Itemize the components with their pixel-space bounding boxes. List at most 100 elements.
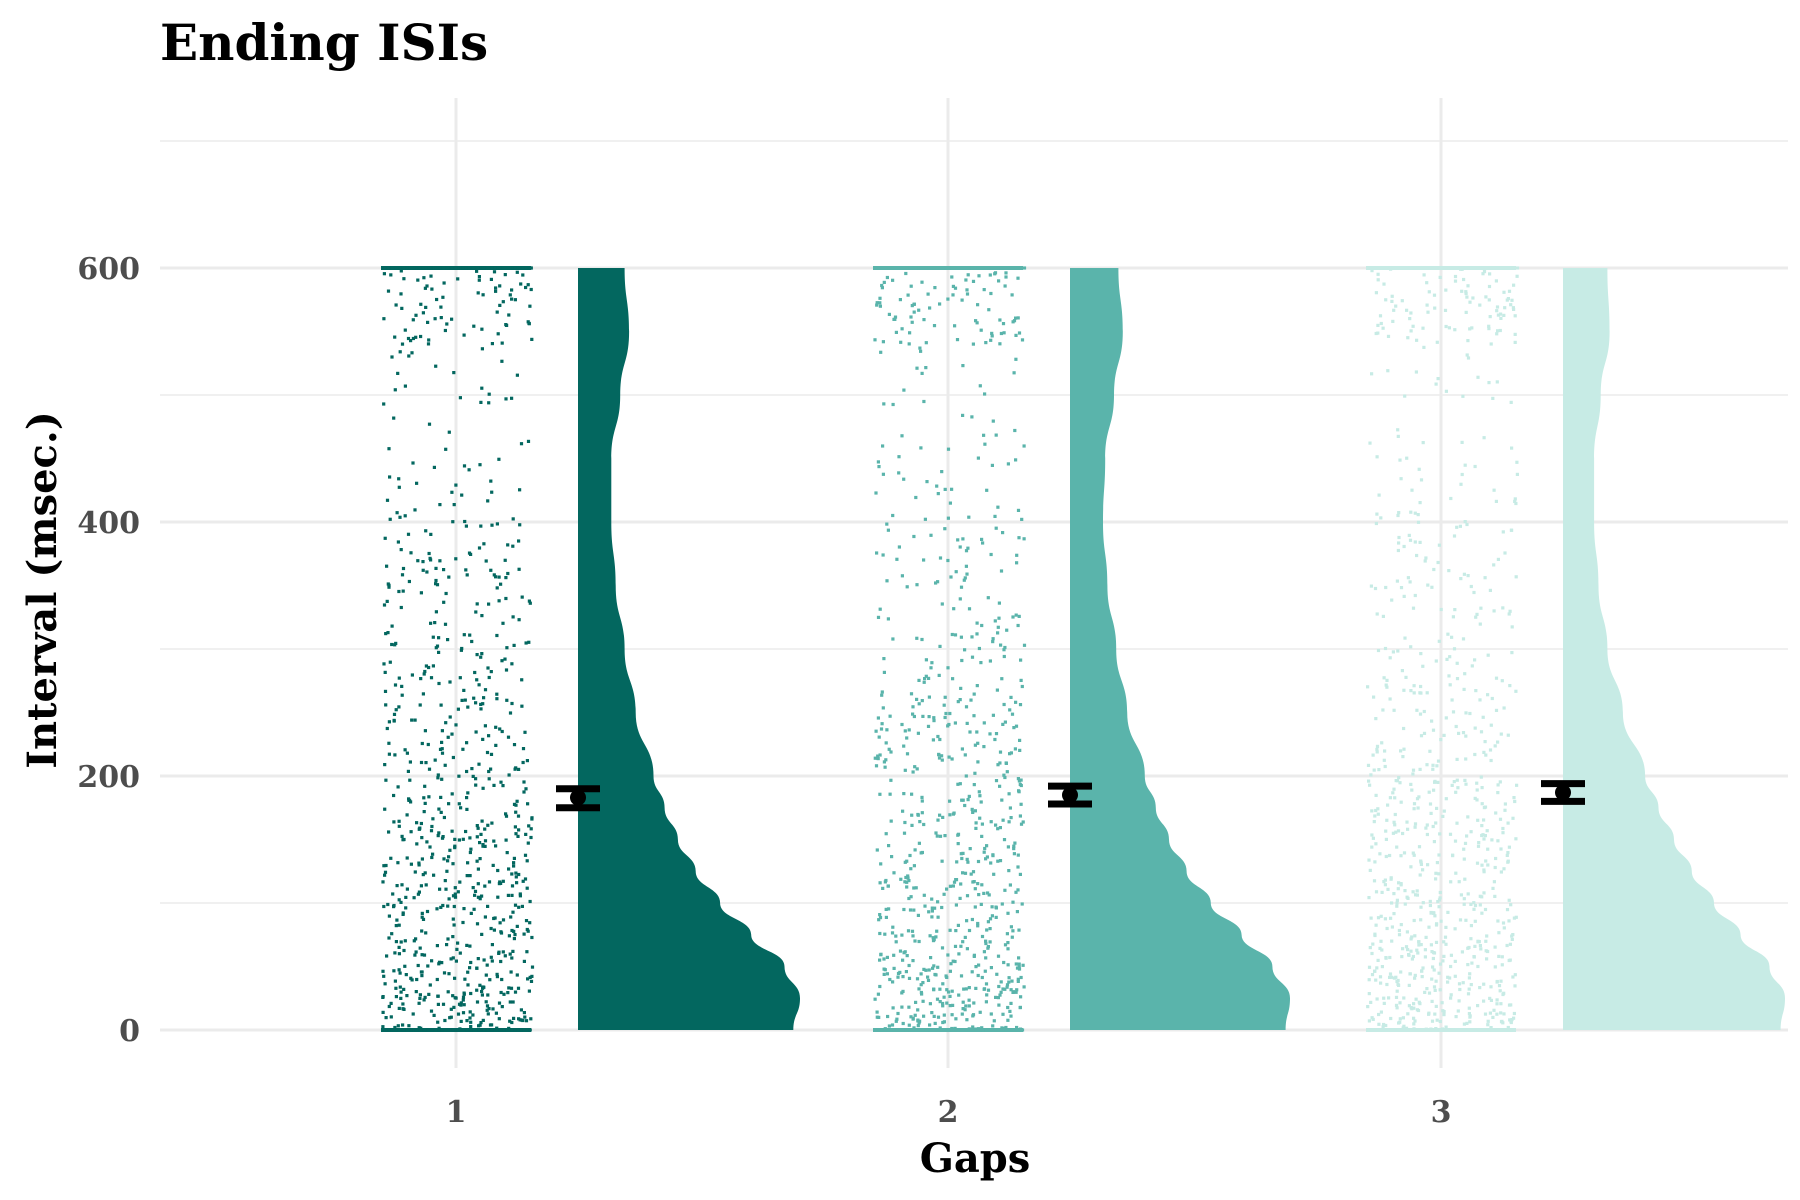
rain-point xyxy=(500,659,504,663)
rain-point xyxy=(981,541,985,545)
rain-point xyxy=(479,524,483,528)
rain-point xyxy=(1436,900,1440,904)
rain-point xyxy=(480,989,484,994)
rain-point xyxy=(916,266,920,270)
rain-point xyxy=(915,767,919,771)
rain-point xyxy=(950,275,954,279)
rain-point xyxy=(388,475,392,479)
rain-point xyxy=(487,769,491,774)
rain-point xyxy=(453,886,457,890)
rain-point xyxy=(943,527,947,531)
rain-point xyxy=(506,735,511,739)
rain-point xyxy=(389,1001,393,1005)
rain-point xyxy=(459,806,463,810)
rain-point xyxy=(905,859,909,863)
rain-point xyxy=(974,821,978,825)
rain-point xyxy=(495,633,499,638)
rain-point xyxy=(874,764,879,768)
rain-point xyxy=(915,697,919,701)
rain-point xyxy=(919,446,923,450)
rain-point xyxy=(971,1014,975,1018)
rain-point xyxy=(1479,947,1483,951)
rain-point xyxy=(1510,446,1514,450)
rain-point xyxy=(966,546,970,550)
rain-point xyxy=(1370,1016,1374,1020)
rain-point xyxy=(1513,340,1517,344)
rain-point xyxy=(984,956,988,960)
rain-point xyxy=(938,644,942,648)
rain-point xyxy=(439,795,443,799)
rain-point xyxy=(989,1012,993,1016)
rain-point xyxy=(469,847,473,851)
rain-point xyxy=(941,266,945,270)
rain-point xyxy=(920,795,924,799)
rain-point xyxy=(1402,726,1406,731)
rain-point xyxy=(1406,948,1410,952)
rain-point xyxy=(386,582,390,586)
rain-point xyxy=(944,974,948,978)
rain-point xyxy=(394,266,398,270)
rain-point xyxy=(440,836,445,840)
rain-point xyxy=(1446,632,1450,636)
rain-point xyxy=(1484,939,1488,943)
rain-point xyxy=(490,342,494,346)
rain-point xyxy=(1482,868,1486,872)
rain-point xyxy=(1374,923,1378,927)
rain-point xyxy=(1506,266,1510,270)
rain-point xyxy=(1011,615,1015,619)
rain-point xyxy=(416,278,420,282)
rain-point xyxy=(447,855,451,859)
rain-point xyxy=(1468,711,1472,716)
rain-point xyxy=(997,984,1001,989)
rain-point xyxy=(943,715,947,720)
rain-point xyxy=(930,661,934,665)
rain-point xyxy=(399,292,403,296)
rain-point xyxy=(908,1028,912,1032)
rain-point xyxy=(1466,892,1470,896)
rain-point xyxy=(926,292,930,296)
rain-point xyxy=(496,868,500,873)
rain-point xyxy=(420,741,424,746)
rain-point xyxy=(873,756,877,760)
rain-point xyxy=(387,585,391,589)
rain-point xyxy=(468,1010,472,1014)
rain-point xyxy=(421,311,425,315)
rain-point xyxy=(513,825,517,829)
rain-point xyxy=(950,632,954,637)
rain-point xyxy=(1442,1013,1446,1017)
rain-point xyxy=(983,846,987,851)
rain-point xyxy=(1425,823,1429,827)
rain-point xyxy=(461,837,465,841)
rain-point xyxy=(1015,988,1019,992)
rain-point xyxy=(1406,827,1410,831)
rain-point xyxy=(979,902,983,906)
rain-point xyxy=(1499,1002,1503,1006)
rain-point xyxy=(939,266,943,270)
rain-point xyxy=(936,580,940,584)
rain-point xyxy=(1452,647,1457,651)
rain-point xyxy=(975,684,979,688)
rain-point xyxy=(1500,955,1504,959)
rain-point xyxy=(1367,992,1371,996)
rain-point xyxy=(1008,806,1012,810)
rain-point xyxy=(1436,377,1440,381)
rain-point xyxy=(1412,1022,1416,1026)
rain-point xyxy=(1408,266,1412,270)
rain-point xyxy=(417,863,421,867)
rain-point xyxy=(1495,309,1499,313)
rain-point xyxy=(1015,561,1019,565)
rain-point xyxy=(940,859,944,863)
rain-point xyxy=(1392,787,1396,791)
rain-point xyxy=(495,972,499,976)
rain-point xyxy=(1482,806,1486,810)
rain-point xyxy=(991,1024,995,1028)
rain-point xyxy=(409,1028,413,1032)
rain-point xyxy=(1493,894,1497,898)
rain-point xyxy=(1490,696,1494,701)
rain-point xyxy=(476,957,480,961)
rain-point xyxy=(998,342,1002,346)
rain-point xyxy=(432,465,436,469)
rain-point xyxy=(954,903,958,907)
rain-point xyxy=(1501,606,1505,610)
rain-point xyxy=(435,583,440,587)
